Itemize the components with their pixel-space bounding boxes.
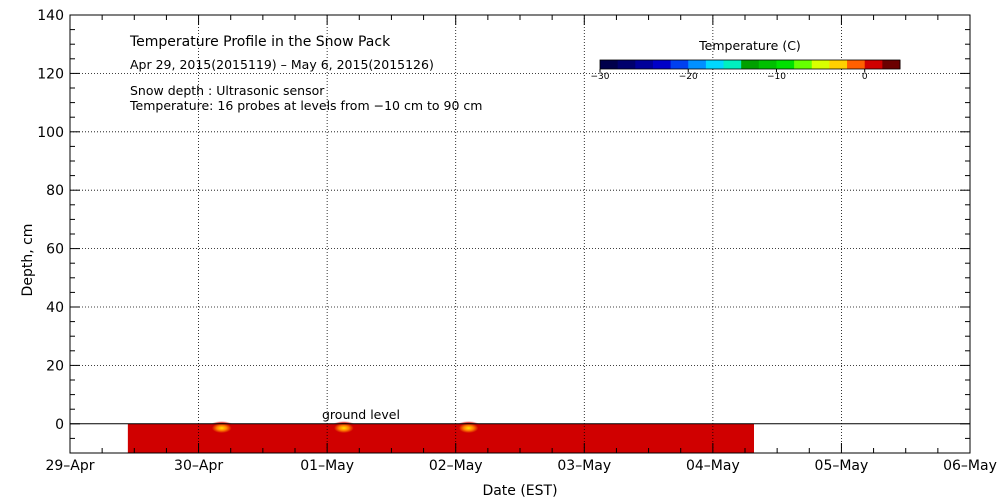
colorbar-tick-label: −30: [591, 72, 610, 82]
colorbar-label: Temperature (C): [698, 38, 801, 53]
colorbar-swatch: [864, 60, 883, 69]
x-tick-label: 30–Apr: [174, 458, 223, 474]
colorbar-swatch: [600, 60, 619, 69]
x-tick-label: 03–May: [557, 458, 611, 474]
y-tick-label: 120: [37, 66, 64, 82]
colorbar-swatch: [670, 60, 689, 69]
y-tick-label: 40: [46, 300, 64, 316]
colorbar-swatch: [776, 60, 795, 69]
colorbar-swatch: [705, 60, 725, 69]
colorbar-swatch: [617, 60, 636, 69]
y-tick-label: 60: [46, 242, 64, 258]
warm-spot-2: [329, 421, 358, 436]
warm-spot-3: [454, 421, 483, 436]
plot-layer: 0 20 40 60 80 100 120 140 29–Apr 30–Apr 01–May 02–M…: [37, 8, 997, 474]
colorbar-swatch: [794, 60, 813, 69]
colorbar-swatch: [741, 60, 760, 69]
y-tick-label: 100: [37, 125, 64, 141]
colorbar-swatch: [811, 60, 830, 69]
colorbar-swatch: [882, 60, 901, 69]
colorbar-swatch: [635, 60, 654, 69]
y-tick-label: 140: [37, 8, 64, 24]
chart-title: Temperature Profile in the Snow Pack: [129, 34, 391, 50]
colorbar-frame: [599, 59, 901, 70]
chart-subtitle: Apr 29, 2015(2015119) – May 6, 2015(2015…: [130, 57, 434, 72]
plot-frame: [69, 14, 971, 454]
colorbar-swatch: [652, 60, 672, 69]
x-tick-label: 01–May: [300, 458, 354, 474]
colorbar-tick-label: 0: [862, 72, 868, 82]
y-tick-label: 80: [46, 183, 64, 199]
x-tick-label: 04–May: [686, 458, 740, 474]
y-tick-label: 20: [46, 358, 64, 374]
y-tick-label: 0: [55, 417, 64, 433]
colorbar-swatch: [829, 60, 848, 69]
x-tick-label: 02–May: [429, 458, 483, 474]
x-tick-label: 29–Apr: [45, 458, 94, 474]
colorbar-tick-label: −20: [679, 72, 698, 82]
y-axis-label: Depth, cm: [20, 224, 36, 297]
colorbar-tick-label: −10: [767, 72, 786, 82]
x-tick-label: 05–May: [815, 458, 869, 474]
colorbar: −30 −20 −10 0: [591, 59, 901, 82]
temperature-note: Temperature: 16 probes at levels from −1…: [129, 98, 482, 113]
snow-depth-note: Snow depth : Ultrasonic sensor: [130, 83, 325, 98]
warm-spot-1: [207, 421, 236, 436]
colorbar-swatch: [688, 60, 707, 69]
colorbar-swatch: [847, 60, 866, 69]
colorbar-swatch: [723, 60, 742, 69]
x-tick-label: 06–May: [943, 458, 997, 474]
colorbar-swatch: [758, 60, 777, 69]
ground-level-label: ground level: [322, 407, 400, 422]
x-axis-label: Date (EST): [482, 483, 557, 499]
